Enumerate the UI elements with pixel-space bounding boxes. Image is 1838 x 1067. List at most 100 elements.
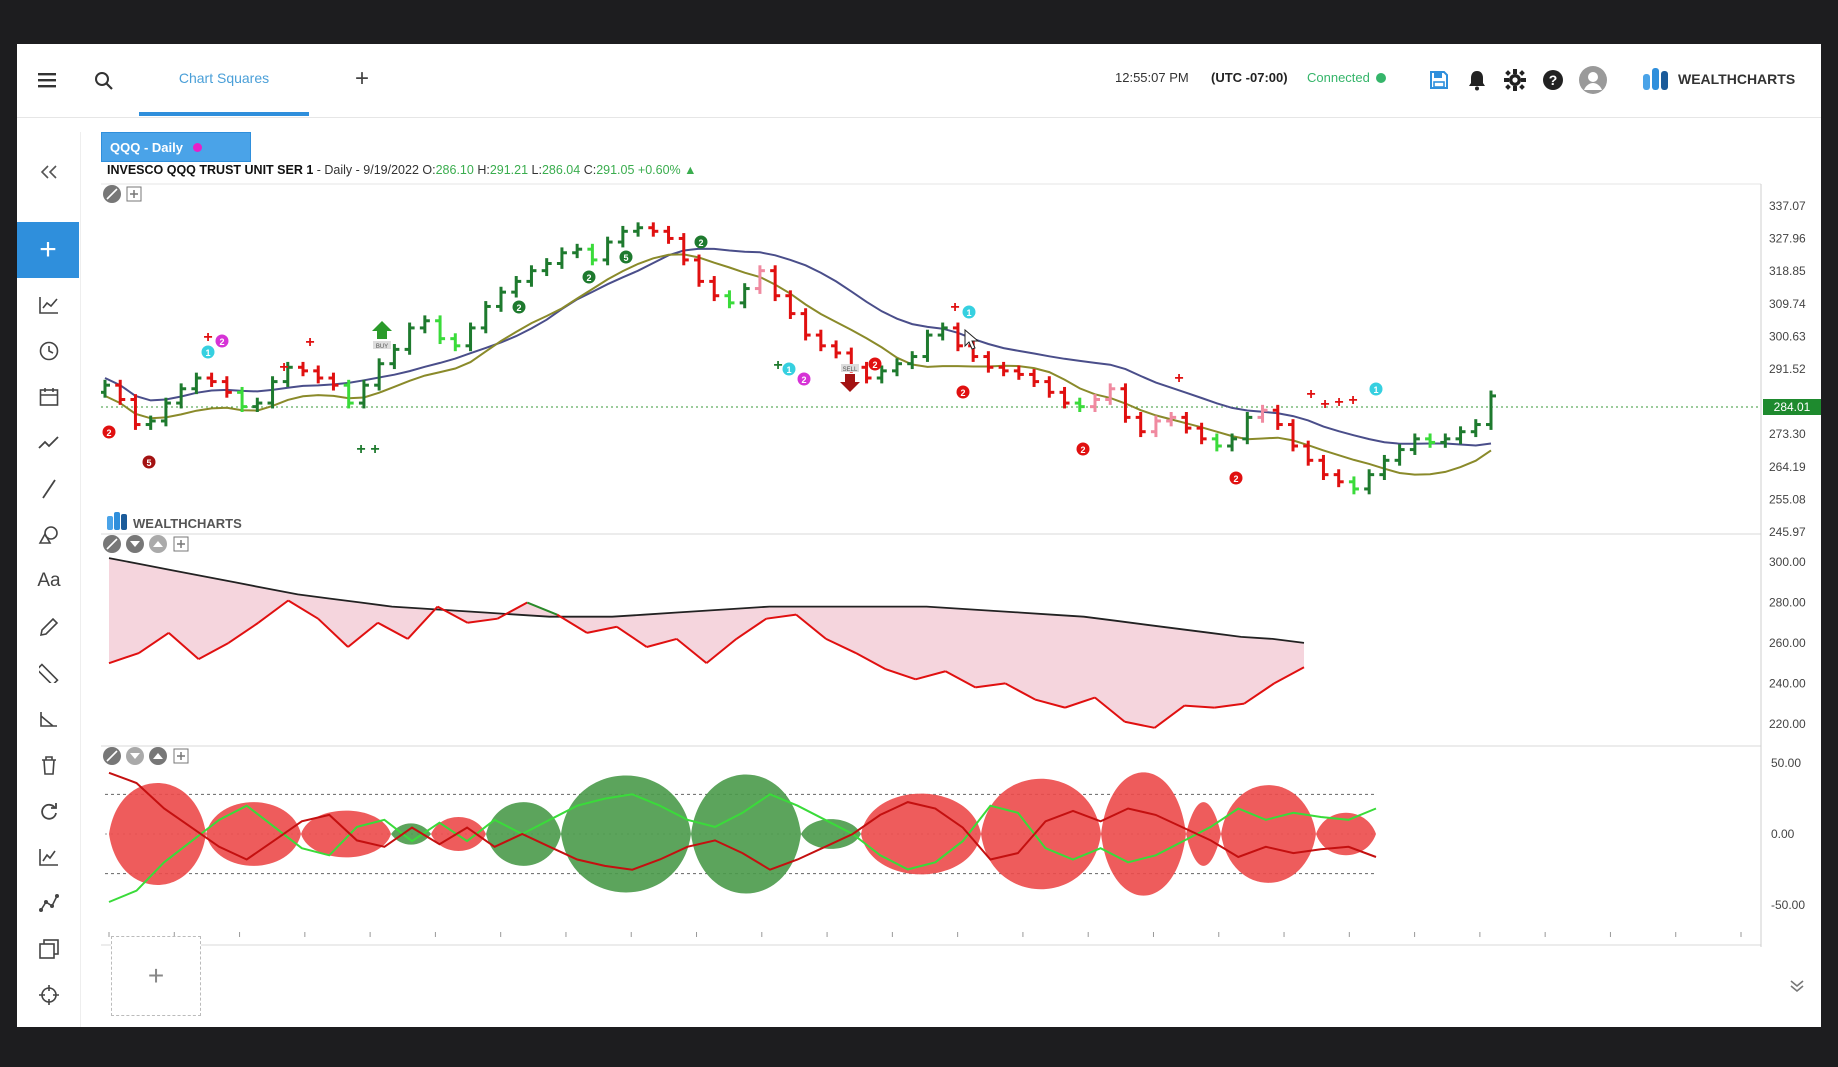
app-window: Chart Squares + 12:55:07 PM (UTC -07:00)… <box>17 44 1821 1027</box>
chart-area[interactable]: QQQ - Daily INVESCO QQQ TRUST UNIT SER 1… <box>101 132 1821 947</box>
candles <box>101 222 1496 495</box>
middle-line-segment <box>467 617 498 624</box>
bottom-axis: 50.00 0.00 -50.00 <box>1771 756 1805 912</box>
middle-line-segment <box>227 621 259 644</box>
time-axis: 131724Jul08142026Aug05111723Sep08142026O… <box>108 932 1742 937</box>
mouse-cursor-icon <box>964 328 980 350</box>
signal-badge-label: 5 <box>623 253 628 263</box>
chart-canvas[interactable]: WEALTHCHARTS 337.07 327.96 318.85 309.74 300… <box>101 132 1821 947</box>
buy-arrow-icon <box>372 321 392 339</box>
refresh-icon[interactable] <box>17 791 81 831</box>
layers-icon[interactable] <box>17 929 81 969</box>
signal-dot <box>962 305 976 319</box>
low-value: 286.04 <box>541 163 581 177</box>
trend-icon[interactable] <box>17 423 81 463</box>
indicator-icon[interactable] <box>17 837 81 877</box>
middle-line-segment <box>795 613 827 640</box>
text-tool-icon[interactable]: Aa <box>37 570 61 591</box>
chart-tab-label: QQQ - Daily <box>110 139 183 155</box>
price-tick-label: 337.07 <box>1769 199 1806 213</box>
signal-badge <box>512 300 526 314</box>
middle-line-segment <box>1124 720 1155 729</box>
calendar-icon[interactable] <box>17 377 81 417</box>
middle-line-segment <box>138 632 170 654</box>
middle-tick-label: 260.00 <box>1769 636 1806 650</box>
middle-line-segment <box>885 668 916 681</box>
last-price-tag: 284.01 <box>1763 399 1821 415</box>
signal-badge <box>694 235 708 249</box>
middle-axis: 300.00 280.00 260.00 240.00 220.00 <box>1769 555 1806 731</box>
price-panel-controls[interactable] <box>103 185 142 203</box>
user-icon[interactable] <box>1577 64 1609 96</box>
middle-panel-controls[interactable] <box>103 535 189 553</box>
middle-line-segment <box>1243 682 1275 705</box>
left-toolbar: + Aa <box>17 132 81 1027</box>
bearish-cloud <box>301 810 391 858</box>
pattern-icon[interactable] <box>17 883 81 923</box>
bottom-panel-controls[interactable] <box>103 747 189 765</box>
add-icon[interactable]: + <box>17 222 79 278</box>
buy-tag: BUY <box>376 344 388 350</box>
open-label: O: <box>422 163 436 177</box>
middle-line-segment <box>646 637 677 648</box>
middle-line-segment <box>675 638 708 664</box>
ruler-icon[interactable] <box>17 653 81 693</box>
measure-icon[interactable] <box>17 699 81 739</box>
middle-line-segment <box>496 601 528 620</box>
middle-line-segment <box>1273 666 1305 685</box>
trash-icon[interactable] <box>17 745 81 785</box>
signal-dot <box>797 372 811 386</box>
clock-display: 12:55:07 PM <box>1115 70 1189 85</box>
status-dot-icon <box>1375 73 1386 83</box>
plus-marker: + <box>356 441 365 458</box>
middle-line-segment <box>945 670 976 689</box>
bottom-tick-label: 0.00 <box>1771 827 1795 841</box>
bottom-indicator <box>105 771 1377 903</box>
signal-dot-label: 2 <box>801 375 806 385</box>
signal-badge <box>1229 471 1243 485</box>
crosshair-icon[interactable] <box>17 975 81 1015</box>
plus-marker: + <box>203 329 212 346</box>
line-tool-icon[interactable] <box>17 469 81 509</box>
middle-line-segment <box>198 642 229 660</box>
plus-marker: + <box>1306 386 1315 403</box>
middle-line-segment <box>556 613 588 634</box>
bearish-cloud <box>1101 772 1186 896</box>
signal-badge <box>582 270 596 284</box>
chevron-down-icon[interactable] <box>1785 974 1809 998</box>
help-icon[interactable]: ? <box>1541 68 1565 92</box>
gear-icon[interactable] <box>1503 68 1527 92</box>
globe-icon[interactable] <box>17 1019 81 1027</box>
pencil-icon[interactable] <box>17 607 81 647</box>
low-label: L: <box>531 163 542 177</box>
price-tick-label: 291.52 <box>1769 362 1806 376</box>
signal-dot-label: 1 <box>205 348 210 358</box>
tab-chart-squares[interactable]: Chart Squares <box>139 44 309 116</box>
collapse-icon[interactable] <box>17 152 81 192</box>
high-value: 291.21 <box>489 163 529 177</box>
bearish-cloud <box>109 783 206 885</box>
add-panel-button[interactable]: + <box>111 936 201 1016</box>
middle-tick-label: 300.00 <box>1769 555 1806 569</box>
add-tab-button[interactable]: + <box>354 65 369 92</box>
watermark: WEALTHCHARTS <box>107 512 242 531</box>
plus-marker: + <box>1320 396 1329 413</box>
middle-line-segment <box>915 670 946 681</box>
middle-line-segment <box>1214 702 1245 709</box>
middle-line-segment <box>735 617 767 640</box>
chart-tab[interactable]: QQQ - Daily <box>101 132 251 162</box>
save-icon[interactable] <box>1427 68 1451 92</box>
sell-signal: SELL <box>840 364 860 392</box>
signal-badge-label: 5 <box>146 458 151 468</box>
clock-icon[interactable] <box>17 331 81 371</box>
bottom-red-line <box>108 771 1377 871</box>
plus-marker: + <box>370 441 379 458</box>
plus-marker: + <box>1174 370 1183 387</box>
brand-logo: WEALTHCHARTS <box>1642 66 1795 92</box>
middle-line-segment <box>1004 682 1036 701</box>
chart-style-icon[interactable] <box>17 285 81 325</box>
shapes-icon[interactable] <box>17 515 81 555</box>
hamburger-icon[interactable] <box>35 68 59 92</box>
bell-icon[interactable] <box>1465 68 1489 92</box>
search-icon[interactable] <box>91 68 117 94</box>
